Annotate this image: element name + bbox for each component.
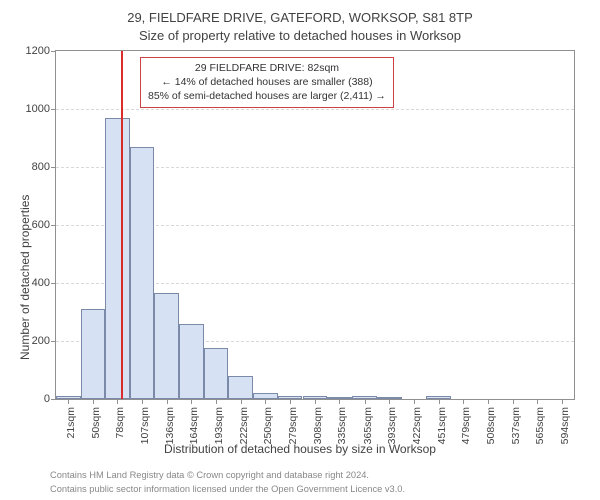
annotation-line-1: 29 FIELDFARE DRIVE: 82sqm [148, 61, 386, 75]
xtick-label: 365sqm [362, 407, 374, 444]
xtick-label: 537sqm [510, 407, 522, 444]
xtick-mark [93, 399, 94, 404]
histogram-bar [179, 324, 204, 399]
title-line-1: 29, FIELDFARE DRIVE, GATEFORD, WORKSOP, … [0, 10, 600, 25]
xtick-label: 422sqm [411, 407, 423, 444]
ytick-label: 400 [32, 277, 50, 289]
xtick-label: 222sqm [238, 407, 250, 444]
xtick-label: 136sqm [164, 407, 176, 444]
histogram-bar [154, 293, 179, 399]
xtick-mark [142, 399, 143, 404]
ytick-mark [51, 399, 56, 400]
xtick-label: 565sqm [534, 407, 546, 444]
xtick-label: 335sqm [336, 407, 348, 444]
property-annotation-box: 29 FIELDFARE DRIVE: 82sqm ← 14% of detac… [140, 57, 394, 108]
ytick-label: 800 [32, 161, 50, 173]
xtick-label: 21sqm [65, 407, 77, 439]
xtick-mark [414, 399, 415, 404]
x-axis-label: Distribution of detached houses by size … [0, 442, 600, 456]
ytick-label: 1200 [26, 45, 50, 57]
ytick-mark [51, 51, 56, 52]
xtick-label: 50sqm [90, 407, 102, 439]
title-line-2: Size of property relative to detached ho… [0, 28, 600, 43]
ytick-label: 600 [32, 219, 50, 231]
xtick-mark [339, 399, 340, 404]
y-axis-label: Number of detached properties [18, 195, 32, 360]
annotation-line-2: ← 14% of detached houses are smaller (38… [148, 75, 386, 89]
ytick-mark [51, 109, 56, 110]
xtick-mark [365, 399, 366, 404]
credits-line-2: Contains public sector information licen… [50, 484, 405, 494]
xtick-label: 279sqm [287, 407, 299, 444]
xtick-label: 107sqm [139, 407, 151, 444]
xtick-mark [389, 399, 390, 404]
xtick-mark [315, 399, 316, 404]
xtick-mark [439, 399, 440, 404]
xtick-mark [463, 399, 464, 404]
annotation-line-3: 85% of semi-detached houses are larger (… [148, 89, 386, 103]
xtick-mark [167, 399, 168, 404]
ytick-mark [51, 225, 56, 226]
xtick-mark [216, 399, 217, 404]
xtick-mark [537, 399, 538, 404]
ytick-label: 200 [32, 335, 50, 347]
histogram-bar [130, 147, 154, 399]
ytick-mark [51, 283, 56, 284]
histogram-plot: 02004006008001000120021sqm50sqm78sqm107s… [55, 50, 575, 400]
xtick-label: 451sqm [436, 407, 448, 444]
xtick-mark [241, 399, 242, 404]
xtick-label: 193sqm [213, 407, 225, 444]
xtick-label: 250sqm [262, 407, 274, 444]
xtick-mark [513, 399, 514, 404]
histogram-bar [105, 118, 130, 399]
xtick-mark [265, 399, 266, 404]
xtick-label: 308sqm [312, 407, 324, 444]
credits-line-1: Contains HM Land Registry data © Crown c… [50, 470, 369, 480]
xtick-label: 479sqm [460, 407, 472, 444]
xtick-label: 508sqm [485, 407, 497, 444]
xtick-label: 78sqm [114, 407, 126, 439]
histogram-bar [204, 348, 228, 399]
gridline-h [56, 109, 574, 110]
xtick-label: 164sqm [188, 407, 200, 444]
xtick-mark [191, 399, 192, 404]
ytick-mark [51, 341, 56, 342]
property-marker-line [121, 51, 123, 399]
histogram-bar [228, 376, 253, 399]
ytick-mark [51, 167, 56, 168]
xtick-mark [290, 399, 291, 404]
xtick-mark [488, 399, 489, 404]
xtick-label: 393sqm [386, 407, 398, 444]
xtick-mark [68, 399, 69, 404]
xtick-label: 594sqm [559, 407, 571, 444]
ytick-label: 1000 [26, 103, 50, 115]
ytick-label: 0 [44, 393, 50, 405]
xtick-mark [117, 399, 118, 404]
histogram-bar [81, 309, 105, 399]
xtick-mark [562, 399, 563, 404]
